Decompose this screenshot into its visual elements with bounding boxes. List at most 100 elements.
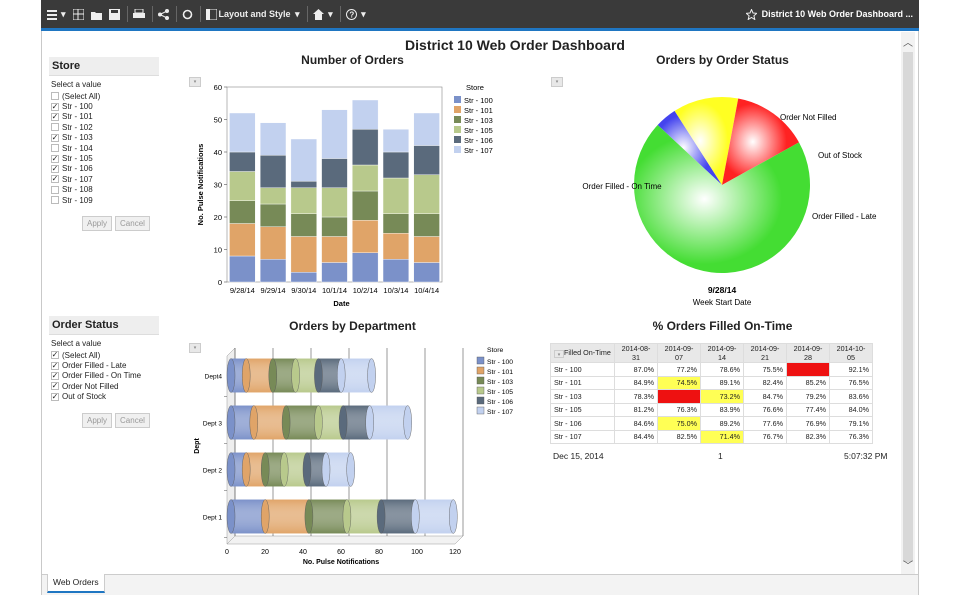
status-apply-button[interactable]: Apply [82,412,113,428]
vertical-scrollbar[interactable]: ︿ ﹀ [901,32,915,575]
table-cell: 77.4% [786,402,830,417]
checkbox[interactable]: ✓ [51,174,59,184]
print-icon[interactable] [132,8,145,20]
store-option[interactable]: ✓ Str - 101 [49,112,159,122]
dept-options-icon[interactable]: ▾ [189,343,201,353]
column-header: 2014-08-31 [614,343,658,363]
table-cell: 76.7% [743,429,787,444]
bar-segment [382,129,410,153]
legend-swatch [454,96,461,103]
table-row: Str - 101 84.9% 74.5% 89.1% 82.4% 85.2% 76.5% [550,375,873,390]
checkbox[interactable]: ✓ [51,350,59,360]
row-label: Str - 106 [550,416,615,431]
checkbox[interactable]: ✓ [51,360,59,370]
store-apply-button[interactable]: Apply [82,216,113,232]
store-option-label: Str - 103 [62,133,93,143]
bar-segment [321,236,348,263]
status-option-label: (Select All) [62,350,101,360]
share-icon[interactable] [157,8,169,20]
menu-icon [47,9,57,20]
tab-web-orders[interactable]: Web Orders [47,574,105,593]
store-option[interactable]: ✓ Str - 106 [49,164,159,174]
checkbox[interactable] [51,123,59,132]
status-prompt-title: Order Status [49,316,159,335]
store-option[interactable]: ✓ Str - 103 [49,133,159,143]
store-option[interactable]: (Select All) [49,91,159,101]
checkbox[interactable]: ✓ [51,153,59,163]
bar-end-cap [403,405,412,440]
store-option-label: Str - 107 [62,174,93,184]
scroll-up-icon[interactable]: ︿ [903,38,913,49]
x-tick-label: 10/3/14 [383,286,408,295]
scroll-thumb[interactable] [903,52,913,562]
refresh-icon[interactable] [182,9,193,20]
checkbox[interactable]: ✓ [51,381,59,391]
bar-segment [413,213,440,237]
dashboard-title-menu[interactable]: District 10 Web Order Dashboard ... [745,8,913,20]
bar-segment [259,259,287,283]
bar-segment [229,200,256,224]
scroll-down-icon[interactable]: ﹀ [903,561,913,572]
legend-label: Str - 100 [464,96,493,105]
store-option[interactable]: Str - 109 [49,195,159,205]
checkbox[interactable] [51,185,59,194]
table-cell: 75.0% [657,416,701,431]
store-option[interactable]: ✓ Str - 107 [49,174,159,184]
dept-chart-title: Orders by Department [289,319,416,333]
checkbox[interactable]: ✓ [51,391,59,401]
dept-bar-chart: 0 20 40 60 80 100 120 No. Pulse Notifications De… [194,347,513,566]
store-option[interactable]: ✓ Str - 100 [49,101,159,111]
checkbox[interactable] [51,92,59,101]
checkbox[interactable]: ✓ [51,101,59,111]
pie-options-icon[interactable]: ▾ [551,77,563,87]
bar-segment [290,213,317,237]
bar-segment [382,259,410,283]
open-icon[interactable] [90,9,102,20]
chart-options-icon[interactable]: ▾ [189,77,201,87]
table-options-icon[interactable]: ▾ [554,349,564,358]
checkbox[interactable]: ✓ [51,370,59,380]
status-option[interactable]: ✓ Order Filled - On Time [49,371,159,381]
status-option[interactable]: ✓ (Select All) [49,350,159,360]
grid-icon[interactable] [72,8,84,20]
status-cancel-button[interactable]: Cancel [115,412,150,428]
legend-label: Str - 100 [487,359,513,366]
home-button[interactable]: ▾ [312,8,333,20]
store-option[interactable]: Str - 108 [49,185,159,195]
legend-label: Str - 107 [464,146,493,155]
store-cancel-button[interactable]: Cancel [115,216,150,232]
store-option[interactable]: ✓ Str - 105 [49,153,159,163]
status-option[interactable]: ✓ Out of Stock [49,392,159,402]
table-cell: 82.3% [786,429,830,444]
store-option[interactable]: Str - 104 [49,143,159,153]
bar-segment [413,145,440,175]
store-option[interactable]: Str - 102 [49,122,159,132]
bar-segment [259,187,287,205]
status-option-label: Order Filled - Late [62,361,127,371]
floor [226,535,464,545]
checkbox[interactable] [51,196,59,205]
report-frame [41,0,919,595]
accent-bar [41,28,919,31]
layout-style-button[interactable]: Layout and Style ▾ [205,8,300,20]
save-icon[interactable] [108,8,120,20]
footer-date: Dec 15, 2014 [553,451,604,461]
footer-time: 5:07:32 PM [844,451,888,461]
table-cell: 76.3% [657,402,701,417]
y-tick-label: 50 [214,116,222,125]
checkbox[interactable]: ✓ [51,163,59,173]
checkbox[interactable]: ✓ [51,132,59,142]
table-cell: 89.2% [700,416,744,431]
pie-slice-label: Order Filled - Late [812,212,877,221]
checkbox[interactable]: ✓ [51,111,59,121]
status-option-label: Order Filled - On Time [62,371,142,381]
help-button[interactable]: ? ▾ [345,8,366,20]
status-option[interactable]: ✓ Order Filled - Late [49,360,159,370]
menu-button[interactable]: ▾ [47,9,66,20]
table-title: % Orders Filled On-Time [652,319,793,333]
checkbox[interactable] [51,144,59,153]
status-option[interactable]: ✓ Order Not Filled [49,381,159,391]
row-label: Str - 107 [550,429,615,444]
legend-label: Str - 107 [487,409,513,416]
bar-segment [290,181,317,188]
